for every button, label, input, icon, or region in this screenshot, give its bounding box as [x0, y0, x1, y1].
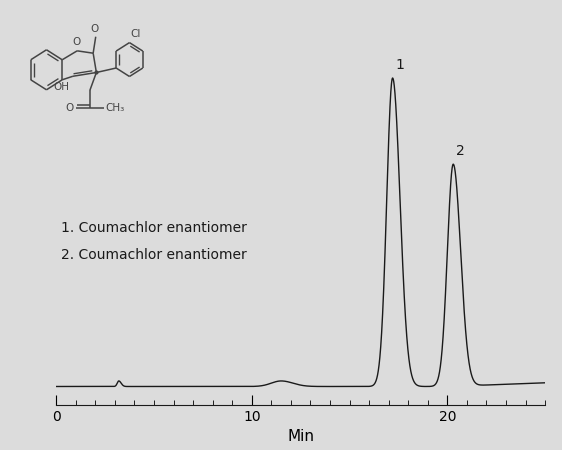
Text: 2: 2 [456, 144, 465, 158]
Text: 2. Coumachlor enantiomer: 2. Coumachlor enantiomer [61, 248, 247, 262]
Text: 1: 1 [396, 58, 405, 72]
Text: 1. Coumachlor enantiomer: 1. Coumachlor enantiomer [61, 221, 247, 235]
Text: O: O [72, 36, 80, 47]
X-axis label: Min: Min [287, 429, 314, 445]
Text: Cl: Cl [130, 29, 141, 39]
Text: OH: OH [53, 82, 69, 92]
Text: O: O [90, 24, 99, 34]
Text: O: O [66, 103, 74, 113]
Text: CH₃: CH₃ [105, 103, 124, 113]
